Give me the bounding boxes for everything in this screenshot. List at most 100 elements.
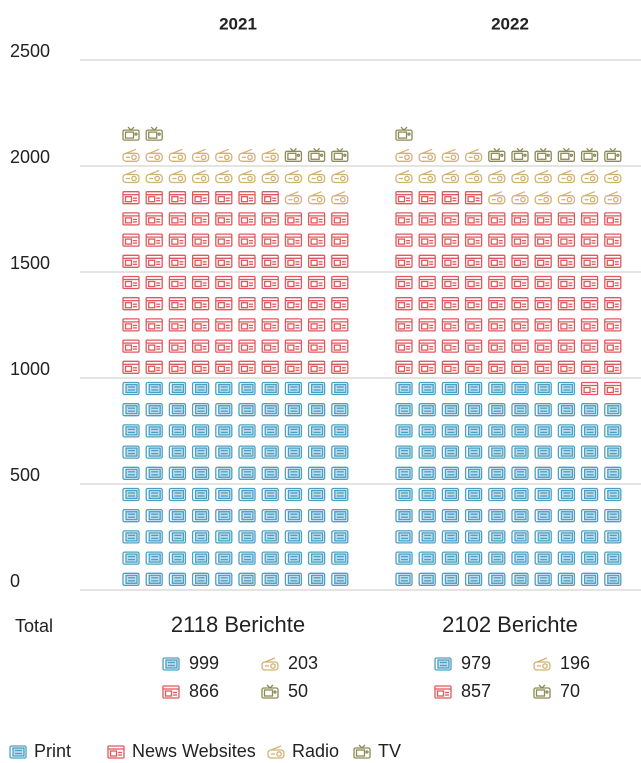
web-icon — [434, 685, 452, 699]
icon-part — [122, 487, 140, 502]
icon-part — [511, 150, 529, 162]
icon-part — [238, 360, 256, 374]
icon-part — [535, 689, 546, 697]
web-icon — [488, 275, 506, 290]
icon-part — [557, 275, 576, 290]
icon-part — [546, 153, 550, 157]
icon-part — [264, 405, 277, 415]
icon-part — [534, 318, 552, 332]
icon-part — [217, 323, 225, 330]
icon-part — [148, 196, 156, 203]
print-icon — [215, 381, 233, 396]
print-icon — [395, 445, 413, 459]
icon-part — [270, 175, 277, 182]
icon-part — [607, 574, 620, 584]
icon-part — [511, 360, 529, 374]
tv-icon — [604, 147, 622, 162]
icon-part — [418, 424, 436, 438]
icon-part — [307, 254, 326, 268]
icon-part — [288, 169, 299, 176]
icon-part — [215, 318, 233, 332]
web-icon — [122, 318, 140, 332]
radio-icon — [488, 169, 506, 184]
icon-part — [395, 487, 413, 502]
web-icon — [168, 254, 187, 268]
legend-value: 203 — [288, 653, 318, 673]
icon-part — [353, 747, 371, 759]
icon-part — [148, 468, 161, 478]
icon-part — [444, 426, 458, 436]
icon-part — [464, 360, 483, 374]
icon-part — [490, 238, 498, 245]
icon-part — [580, 173, 599, 184]
web-icon — [488, 297, 506, 311]
icon-part — [287, 302, 295, 309]
icon-part — [334, 468, 347, 478]
web-icon — [511, 275, 529, 290]
icon-part — [583, 280, 591, 288]
icon-part — [310, 238, 318, 245]
print-icon — [238, 572, 256, 586]
print-icon — [511, 381, 529, 396]
print-icon — [168, 551, 187, 565]
icon-part — [537, 532, 550, 542]
icon-part — [511, 297, 529, 311]
web-icon — [191, 212, 210, 226]
web-icon — [534, 339, 552, 353]
icon-part — [122, 212, 140, 226]
icon-part — [145, 487, 163, 502]
icon-part — [195, 148, 206, 154]
icon-part — [488, 424, 506, 438]
web-icon — [307, 297, 326, 311]
icon-part — [148, 344, 156, 351]
print-icon — [261, 572, 279, 586]
icon-part — [171, 405, 185, 415]
icon-part — [514, 468, 527, 478]
radio-icon — [168, 148, 187, 162]
icon-part — [168, 487, 187, 502]
legend-label: TV — [378, 741, 401, 761]
icon-part — [310, 426, 324, 436]
icon-part — [284, 195, 303, 205]
icon-part — [464, 318, 483, 332]
print-icon — [145, 509, 163, 523]
icon-part — [580, 509, 599, 523]
icon-part — [194, 217, 202, 224]
icon-part — [537, 344, 545, 351]
web-icon — [511, 297, 529, 311]
icon-part — [418, 551, 436, 565]
icon-part — [467, 511, 481, 521]
print-icon — [418, 445, 436, 459]
icon-part — [557, 445, 576, 459]
icon-part — [307, 173, 326, 184]
web-icon — [464, 360, 483, 374]
icon-part — [334, 553, 347, 563]
icon-part — [168, 339, 187, 353]
print-icon — [145, 530, 163, 544]
icon-part — [421, 344, 429, 351]
icon-part — [264, 574, 277, 584]
radio-icon — [488, 191, 506, 205]
print-icon — [168, 509, 187, 523]
print-icon — [238, 424, 256, 438]
print-icon — [145, 572, 163, 586]
icon-part — [583, 152, 593, 160]
print-icon — [331, 445, 349, 459]
icon-part — [395, 152, 413, 162]
radio-icon — [441, 169, 460, 184]
web-icon — [307, 318, 326, 332]
web-icon — [580, 297, 599, 311]
icon-part — [287, 280, 295, 288]
icon-part — [287, 323, 295, 330]
web-icon — [215, 275, 233, 290]
print-icon — [488, 509, 506, 523]
icon-part — [264, 468, 277, 478]
web-icon — [145, 275, 163, 290]
icon-part — [215, 487, 233, 502]
icon-part — [444, 196, 452, 203]
icon-part — [148, 217, 156, 224]
icon-part — [604, 572, 622, 586]
web-icon — [191, 254, 210, 268]
radio-icon — [191, 148, 210, 162]
print-icon — [557, 530, 576, 544]
